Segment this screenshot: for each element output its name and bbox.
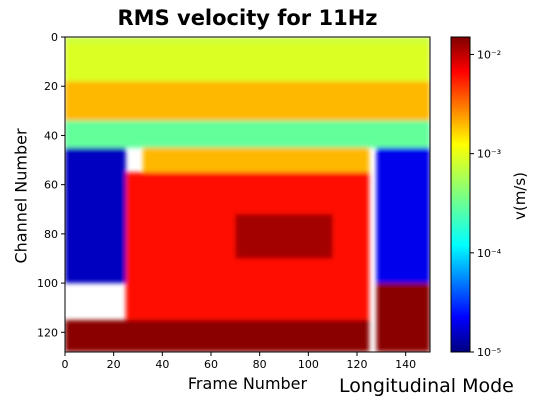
x-axis: 0 20 40 60 80 100 120 140 [62,352,416,371]
colorbar-tick-label: 10⁻⁴ [477,247,502,260]
x-tick-label: 80 [253,358,267,371]
heatmap-region-2 [65,81,430,121]
heatmap-region-1 [65,44,430,82]
y-axis: 0 20 40 60 80 100 120 [37,31,65,339]
y-tick-label: 0 [51,31,58,44]
x-tick-label: 20 [107,358,121,371]
y-tick-label: 60 [44,179,58,192]
x-tick-label: 120 [347,358,368,371]
x-tick-label: 60 [204,358,218,371]
colorbar-axis: 10⁻² 10⁻³ 10⁻⁴ 10⁻⁵ [470,48,502,359]
y-tick-label: 100 [37,277,58,290]
footnote-mode-label: Longitudinal Mode [339,375,514,397]
x-tick-label: 0 [62,358,69,371]
heatmap-region-10 [65,320,370,352]
heatmap-region-6 [235,214,333,259]
colorbar-tick-label: 10⁻² [477,48,501,61]
x-axis-label: Frame Number [187,374,308,393]
x-tick-label: 40 [155,358,169,371]
y-tick-label: 20 [44,80,58,93]
colorbar-tick-label: 10⁻⁵ [477,346,501,359]
plot-frame [64,36,431,353]
heatmap-region-0 [65,37,430,45]
heatmap-region-8 [376,147,430,284]
heatmap [65,37,430,352]
heatmap-region-9 [376,283,430,352]
heatmap-region-4 [142,147,370,173]
colorbar-tick-label: 10⁻³ [477,148,501,161]
x-tick-label: 100 [298,358,319,371]
y-tick-label: 80 [44,228,58,241]
y-tick-label: 40 [44,129,58,142]
x-tick-label: 140 [395,358,416,371]
chart-title: RMS velocity for 11Hz [117,6,378,30]
heatmap-region-7 [65,147,126,284]
y-tick-label: 120 [37,326,58,339]
colorbar [450,36,471,353]
heatmap-region-3 [65,120,430,148]
